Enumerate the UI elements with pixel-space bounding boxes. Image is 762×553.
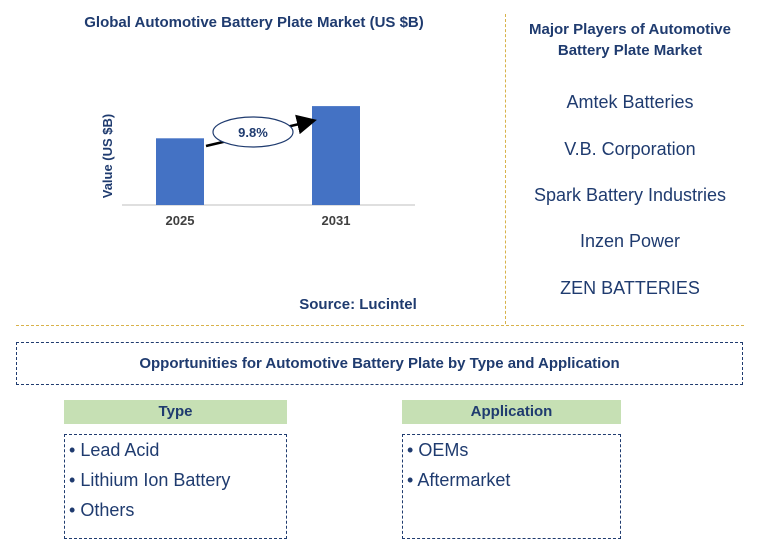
chart-title: Global Automotive Battery Plate Market (… [84,14,424,31]
player-item: ZEN BATTERIES [560,278,700,298]
type-list: Lead Acid Lithium Ion Battery Others [64,434,287,539]
y-axis-label: Value (US $B) [100,114,115,199]
players-title: Major Players of Automotive Battery Plat… [529,21,731,59]
type-item: Lead Acid [69,439,286,469]
source-note: Source: Lucintel [299,296,417,313]
type-panel: Type Lead Acid Lithium Ion Battery Other… [64,400,287,539]
type-item: Others [69,499,286,529]
opportunities-title-text: Opportunities for Automotive Battery Pla… [139,355,620,372]
application-item: OEMs [407,439,620,469]
player-item: Inzen Power [579,231,681,251]
type-heading: Type [64,400,287,424]
player-item: Amtek Batteries [566,92,694,112]
horizontal-divider [16,325,744,326]
bar-chart: Value (US $B) 2025 2031 9.8% [100,106,415,228]
application-heading: Application [402,400,621,424]
x-tick-label: 2031 [322,213,351,228]
opportunities-title: Opportunities for Automotive Battery Pla… [16,342,743,385]
bar-2031 [312,106,360,205]
cagr-bubble [212,116,294,148]
application-list: OEMs Aftermarket [402,434,621,539]
type-item: Lithium Ion Battery [69,469,286,499]
application-panel: Application OEMs Aftermarket [402,400,621,539]
application-item: Aftermarket [407,469,620,499]
bar-2025 [156,138,204,205]
cagr-label: 9.8% [238,125,268,140]
player-item: V.B. Corporation [564,139,696,159]
player-item: Spark Battery Industries [533,185,727,205]
vertical-divider [505,14,506,324]
x-tick-label: 2025 [166,213,195,228]
